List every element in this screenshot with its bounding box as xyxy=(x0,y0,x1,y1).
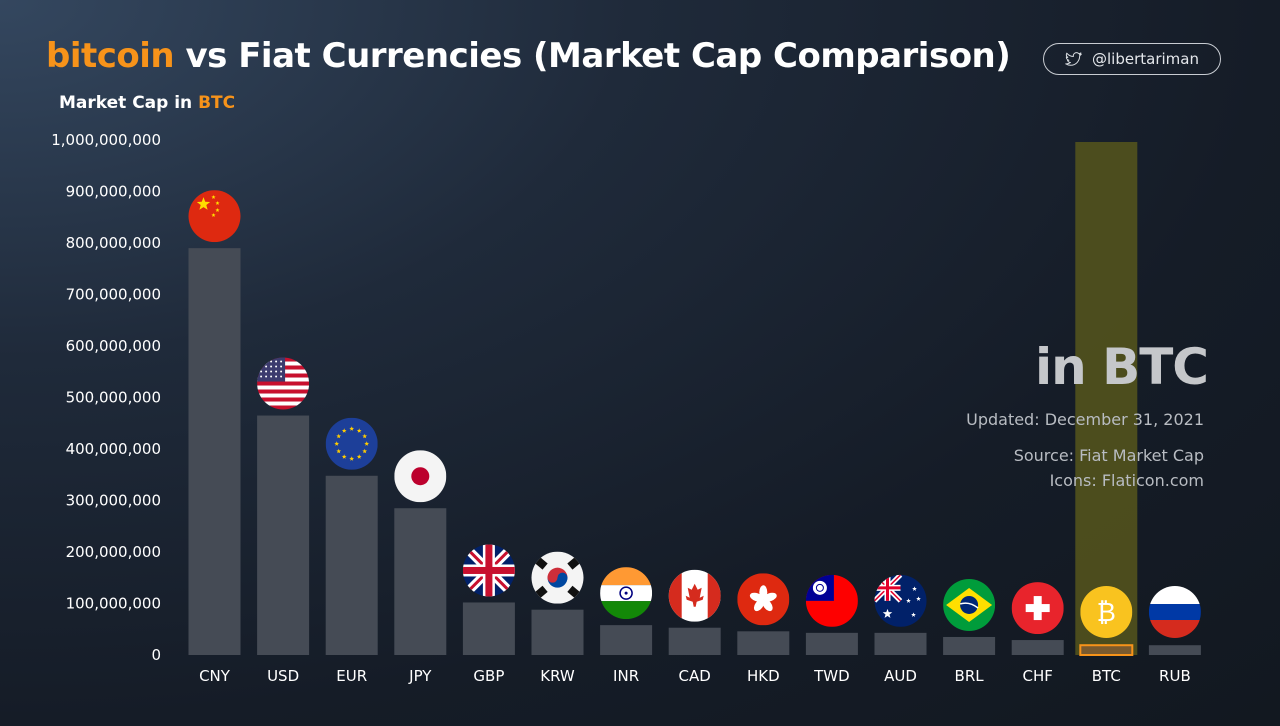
y-tick-label: 100,000,000 xyxy=(66,595,161,613)
bitcoin-icon: ₿ xyxy=(1080,586,1133,638)
bar-eur[interactable] xyxy=(325,475,378,655)
x-label-inr: INR xyxy=(613,667,639,685)
title-rest: vs Fiat Currencies (Market Cap Compariso… xyxy=(174,36,1011,76)
x-label-krw: KRW xyxy=(540,667,575,685)
japan-flag-icon xyxy=(394,450,447,503)
bars-group xyxy=(188,248,1201,657)
y-tick-label: 600,000,000 xyxy=(66,337,161,355)
bar-rub[interactable] xyxy=(1148,645,1201,655)
y-tick-label: 700,000,000 xyxy=(66,286,161,304)
x-label-chf: CHF xyxy=(1023,667,1053,685)
bar-hkd[interactable] xyxy=(737,631,790,655)
bar-krw[interactable] xyxy=(531,609,584,655)
twitter-bird-icon xyxy=(1065,51,1082,66)
flags-group: ₿ xyxy=(188,190,1201,638)
source-note: Source: Fiat Market Cap xyxy=(1013,446,1204,465)
australia-flag-icon xyxy=(874,574,927,627)
y-tick-label: 800,000,000 xyxy=(66,234,161,252)
twitter-handle-badge[interactable]: @libertariman xyxy=(1043,43,1221,75)
x-label-jpy: JPY xyxy=(408,667,432,685)
bar-inr[interactable] xyxy=(600,625,653,655)
taiwan-flag-icon xyxy=(805,574,858,627)
x-label-usd: USD xyxy=(267,667,299,685)
icons-credit-note: Icons: Flaticon.com xyxy=(1049,471,1204,490)
bar-gbp[interactable] xyxy=(462,602,515,655)
y-tick-label: 900,000,000 xyxy=(66,183,161,201)
x-axis-labels: CNY USD EUR JPY GBP KRW INR CAD HKD TWD AUD BRL CHF B… xyxy=(199,667,1191,685)
bar-aud[interactable] xyxy=(874,632,927,655)
china-flag-icon xyxy=(188,190,241,243)
bar-brl[interactable] xyxy=(943,636,996,655)
india-flag-icon xyxy=(600,567,653,620)
x-label-rub: RUB xyxy=(1159,667,1191,685)
y-axis-label: Market Cap in BTC xyxy=(59,93,235,113)
south-korea-flag-icon xyxy=(531,551,584,604)
usa-flag-icon xyxy=(257,357,310,410)
russia-flag-icon xyxy=(1148,586,1201,638)
uk-flag-icon xyxy=(462,544,515,597)
x-label-cny: CNY xyxy=(199,667,231,685)
svg-text:₿: ₿ xyxy=(1097,598,1116,628)
x-label-gbp: GBP xyxy=(473,667,504,685)
bar-cad[interactable] xyxy=(668,627,721,655)
y-axis-ticks: 0 100,000,000 200,000,000 300,000,000 400,00… xyxy=(51,131,161,664)
bar-btc[interactable] xyxy=(1079,644,1134,657)
x-label-eur: EUR xyxy=(336,667,367,685)
y-axis-label-btc: BTC xyxy=(198,93,236,113)
bar-twd[interactable] xyxy=(805,632,858,655)
x-label-brl: BRL xyxy=(955,667,985,685)
twitter-handle-text: @libertariman xyxy=(1092,50,1199,68)
bar-usd[interactable] xyxy=(257,415,310,655)
x-label-aud: AUD xyxy=(884,667,917,685)
bar-cny[interactable] xyxy=(188,248,241,655)
bar-chf[interactable] xyxy=(1011,640,1064,655)
switzerland-flag-icon xyxy=(1011,582,1064,635)
x-label-twd: TWD xyxy=(813,667,850,685)
eu-flag-icon xyxy=(325,417,378,470)
y-tick-label: 500,000,000 xyxy=(66,389,161,407)
bar-jpy[interactable] xyxy=(394,508,447,655)
y-tick-label: 0 xyxy=(151,646,161,664)
y-tick-label: 300,000,000 xyxy=(66,492,161,510)
brazil-flag-icon xyxy=(943,578,996,631)
in-btc-watermark: in BTC xyxy=(1034,338,1209,396)
y-tick-label: 400,000,000 xyxy=(66,440,161,458)
btc-highlight-column xyxy=(1075,142,1138,655)
hong-kong-flag-icon xyxy=(737,573,790,626)
y-tick-label: 1,000,000,000 xyxy=(51,131,161,149)
canada-flag-icon xyxy=(668,569,721,622)
x-label-btc: BTC xyxy=(1092,667,1121,685)
x-label-hkd: HKD xyxy=(747,667,780,685)
title-bitcoin: bitcoin xyxy=(46,36,175,76)
y-tick-label: 200,000,000 xyxy=(66,543,161,561)
updated-note: Updated: December 31, 2021 xyxy=(966,410,1204,429)
chart-title: bitcoin vs Fiat Currencies (Market Cap C… xyxy=(46,36,1011,76)
y-axis-label-main: Market Cap in xyxy=(59,93,199,113)
x-label-cad: CAD xyxy=(679,667,711,685)
